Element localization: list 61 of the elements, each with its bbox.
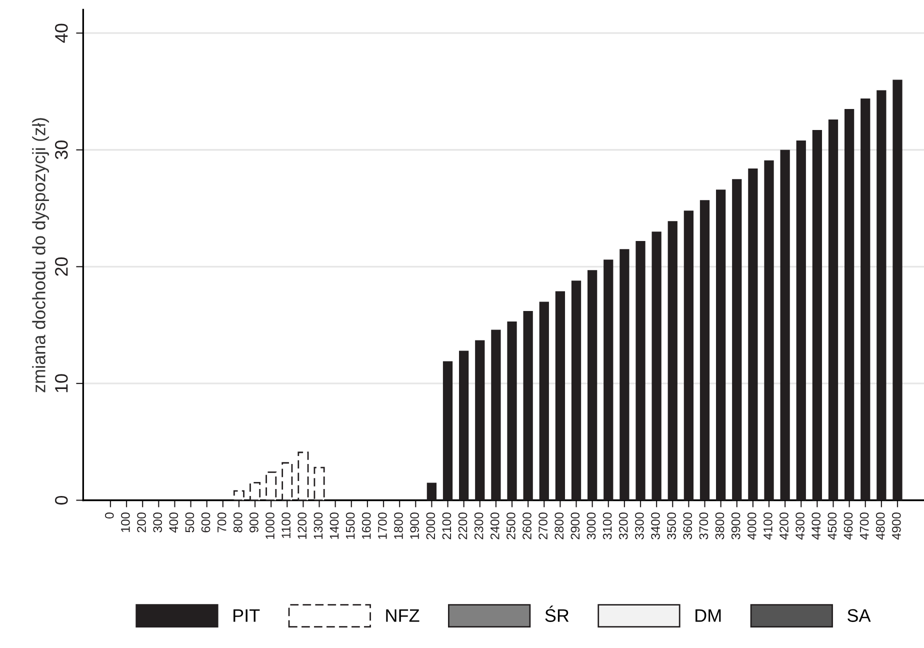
x-tick-label: 4300 (796, 512, 804, 540)
x-tick-label: 2300 (474, 512, 484, 540)
x-tick-label: 2400 (490, 512, 500, 540)
x-tick-label: 1900 (410, 512, 419, 539)
x-tick-label: 300 (153, 512, 162, 532)
x-tick-label: 2800 (554, 512, 564, 540)
y-tick-label: 0 (55, 496, 68, 505)
x-tick-label: 0 (104, 512, 114, 519)
x-tick-label: 4700 (860, 512, 869, 540)
x-tick-label: 4500 (828, 512, 837, 540)
x-tick-label: 1300 (314, 512, 323, 539)
x-tick-label: 2700 (538, 512, 548, 540)
x-tick-label: 4900 (892, 512, 901, 540)
legend-label: ŚR (545, 606, 569, 622)
x-tick-label: 4100 (764, 512, 772, 540)
y-tick-label: 40 (55, 24, 68, 43)
x-tick-label: 900 (250, 512, 258, 532)
x-tick-label: 3500 (667, 512, 676, 540)
y-tick-label: 10 (55, 374, 68, 392)
x-tick-label: 1400 (330, 512, 339, 539)
x-tick-label: 2900 (570, 512, 580, 540)
x-tick-label: 2000 (426, 512, 436, 540)
legend-label: NFZ (386, 609, 420, 622)
legend-label: SA (848, 609, 871, 622)
x-tick-label: 2600 (522, 512, 532, 540)
x-tick-label: 1500 (346, 512, 355, 539)
x-tick-label: 3100 (602, 512, 612, 540)
x-tick-label: 1800 (394, 512, 403, 539)
x-tick-label: 1600 (362, 512, 371, 539)
x-tick-label: 4000 (747, 512, 756, 540)
x-tick-label: 3700 (699, 512, 708, 540)
x-tick-label: 1700 (378, 512, 387, 539)
x-tick-label: 2500 (506, 512, 516, 540)
x-tick-label: 3200 (618, 512, 628, 540)
x-tick-label: 1100 (282, 512, 290, 538)
x-tick-label: 100 (121, 512, 130, 532)
x-tick-label: 2100 (442, 512, 452, 540)
x-tick-label: 3400 (651, 512, 660, 540)
x-tick-label: 3000 (586, 512, 596, 540)
x-tick-label: 4800 (876, 512, 885, 540)
x-tick-label: 1200 (298, 512, 307, 539)
legend-label: PIT (234, 609, 260, 622)
x-tick-label: 3300 (635, 512, 644, 540)
x-tick-label: 800 (233, 512, 242, 532)
x-tick-label: 600 (201, 512, 210, 532)
x-tick-label: 1000 (266, 512, 274, 539)
x-tick-label: 4200 (780, 512, 788, 540)
x-tick-label: 200 (137, 512, 146, 532)
y-tick-label: 30 (55, 140, 68, 160)
x-tick-label: 3900 (731, 512, 740, 540)
y-axis-title: zmiana dochodu do dyspozycji (zł) (32, 118, 49, 392)
x-tick-label: 700 (217, 512, 226, 532)
x-tick-label: 400 (169, 512, 178, 533)
legend-label: DM (696, 609, 721, 622)
x-tick-label: 3800 (715, 512, 724, 540)
y-tick-label: 20 (55, 257, 68, 276)
x-tick-label: 2200 (458, 512, 468, 540)
x-tick-label: 500 (185, 512, 194, 532)
x-tick-label: 4600 (844, 512, 853, 540)
x-tick-label: 4400 (812, 512, 821, 540)
x-tick-label: 3600 (683, 512, 692, 540)
